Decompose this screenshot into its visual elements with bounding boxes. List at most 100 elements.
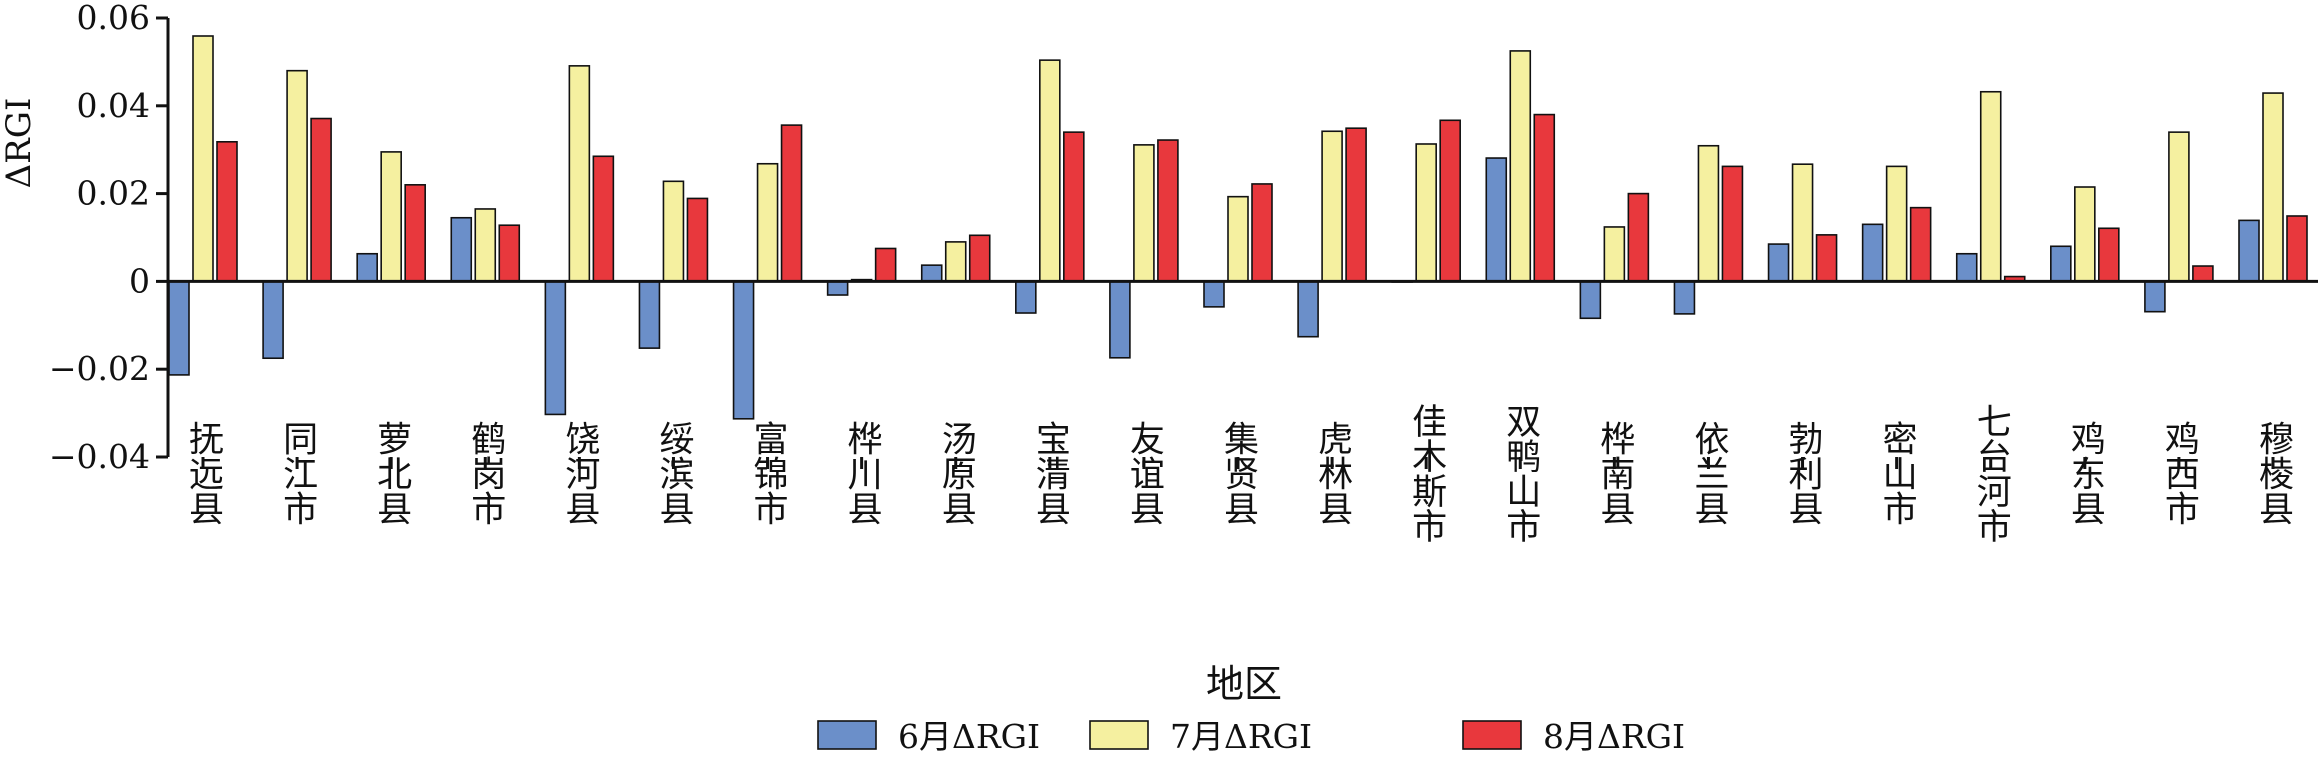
- x-tick-label: 鸡西市: [2159, 420, 2200, 525]
- bar-8-month-12: [1345, 127, 1367, 283]
- bar-7-month-19: [1979, 90, 2002, 283]
- bar-8-month-2: [404, 184, 426, 283]
- bar-8-month-1: [310, 117, 332, 283]
- bar-8-month-21: [2192, 265, 2214, 283]
- x-tick-label: 穆棱县: [2253, 420, 2293, 525]
- x-tick-label: 绥滨县: [653, 421, 693, 526]
- x-tick-label: 友谊县: [1124, 420, 1164, 525]
- bar-7-month-11: [1227, 195, 1249, 283]
- bar-6-month-18: [1861, 223, 1884, 283]
- legend-label: 6月ΔRGI: [898, 717, 1040, 756]
- bar-7-month-6: [756, 162, 779, 283]
- bar-7-month-15: [1603, 226, 1626, 283]
- x-tick-label: 依兰县: [1688, 420, 1728, 525]
- bar-7-month-4: [568, 65, 591, 283]
- bar-8-month-15: [1627, 192, 1650, 283]
- y-tick-label: 0.04: [77, 86, 150, 125]
- x-tick-label: 佳木斯市: [1406, 403, 1447, 543]
- bar-7-month-12: [1321, 130, 1343, 283]
- bar-8-month-20: [2098, 227, 2120, 283]
- legend-swatch: [1462, 720, 1522, 750]
- bar-7-month-22: [2262, 92, 2284, 283]
- legend-label: 7月ΔRGI: [1170, 717, 1312, 756]
- y-tick-label: −0.02: [49, 349, 150, 388]
- x-tick-label: 密山市: [1877, 420, 1917, 525]
- bar-6-month-3: [450, 216, 473, 283]
- legend-swatch: [817, 720, 877, 750]
- bar-6-month-14: [1485, 157, 1508, 283]
- bar-6-month-15: [1579, 280, 1602, 320]
- bar-7-month-13: [1415, 143, 1437, 283]
- bar-8-month-11: [1251, 183, 1273, 283]
- legend-swatch: [1089, 720, 1149, 750]
- bar-8-month-9: [1063, 131, 1085, 283]
- bar-6-month-2: [356, 252, 378, 283]
- bar-8-month-3: [498, 224, 521, 283]
- bar-6-month-19: [1955, 252, 1978, 283]
- bar-8-month-0: [216, 141, 238, 283]
- bar-7-month-20: [2074, 186, 2096, 283]
- bar-8-month-18: [1909, 206, 1932, 283]
- x-tick-label: 宝清县: [1030, 420, 1070, 525]
- x-tick-label: 桦川县: [842, 420, 883, 525]
- bar-8-month-14: [1533, 113, 1556, 283]
- bar-8-month-4: [592, 155, 615, 283]
- bar-6-month-10: [1109, 280, 1131, 359]
- bar-7-month-10: [1133, 144, 1155, 283]
- bar-6-month-22: [2238, 219, 2260, 283]
- x-tick-label: 双鸭山市: [1500, 403, 1540, 543]
- y-axis-label: ΔRGI: [0, 98, 39, 189]
- y-tick-label: 0.06: [77, 0, 150, 37]
- x-tick-label: 汤原县: [936, 421, 976, 526]
- bar-8-month-5: [686, 197, 709, 283]
- bar-6-month-1: [262, 280, 284, 360]
- bar-7-month-0: [192, 35, 214, 283]
- x-tick-label: 抚远县: [183, 420, 223, 525]
- y-tick-label: 0: [129, 261, 150, 300]
- bar-6-month-21: [2144, 280, 2166, 313]
- bar-7-month-3: [474, 208, 497, 283]
- bar-7-month-14: [1509, 50, 1532, 283]
- plot-area: [168, 35, 2308, 420]
- bar-6-month-6: [732, 280, 755, 420]
- bar-7-month-17: [1791, 163, 1814, 283]
- legend: 6月ΔRGI 7月ΔRGI 8月ΔRGI: [817, 717, 1685, 756]
- x-tick-label: 同江市: [277, 421, 317, 526]
- bar-7-month-16: [1697, 144, 1720, 283]
- bar-6-month-5: [638, 280, 661, 349]
- x-tick-label: 鹤岗市: [465, 420, 505, 525]
- bar-8-month-10: [1157, 139, 1179, 283]
- legend-label: 8月ΔRGI: [1543, 717, 1685, 756]
- bar-8-month-7: [874, 247, 897, 283]
- bar-6-month-0: [168, 280, 190, 376]
- bar-7-month-8: [944, 241, 967, 283]
- y-tick-label: 0.02: [77, 174, 150, 213]
- x-tick-label: 富锦市: [748, 420, 788, 525]
- bar-6-month-12: [1297, 280, 1319, 338]
- x-tick-label: 桦南县: [1594, 420, 1635, 525]
- bar-8-month-17: [1815, 234, 1838, 283]
- x-tick-label: 鸡东县: [2065, 420, 2106, 525]
- axes: −0.04 −0.02 0 0.02 0.04 0.06 抚远县 同江市 萝北县 鹤岗市 饶河县 绥滨…: [49, 0, 2318, 543]
- bar-7-month-2: [380, 151, 402, 283]
- bar-6-month-9: [1015, 280, 1037, 314]
- x-tick-label: 七台河市: [1971, 403, 2011, 543]
- bar-6-month-17: [1767, 243, 1790, 283]
- x-axis-label: 地区: [1206, 662, 1282, 706]
- bar-8-month-8: [968, 234, 991, 283]
- bar-7-month-18: [1885, 165, 1908, 283]
- bar-8-month-6: [780, 124, 803, 283]
- bar-8-month-22: [2286, 215, 2308, 283]
- bar-7-month-5: [662, 180, 685, 283]
- x-tick-label: 集贤县: [1218, 420, 1258, 525]
- bar-7-month-1: [286, 69, 308, 283]
- bar-8-month-16: [1721, 165, 1744, 283]
- bar-6-month-4: [544, 280, 567, 416]
- bar-6-month-16: [1673, 280, 1696, 315]
- bar-8-month-13: [1439, 119, 1461, 283]
- y-tick-label: −0.04: [49, 437, 150, 476]
- x-tick-label: 饶河县: [559, 421, 599, 526]
- x-tick-label: 勃利县: [1783, 421, 1824, 526]
